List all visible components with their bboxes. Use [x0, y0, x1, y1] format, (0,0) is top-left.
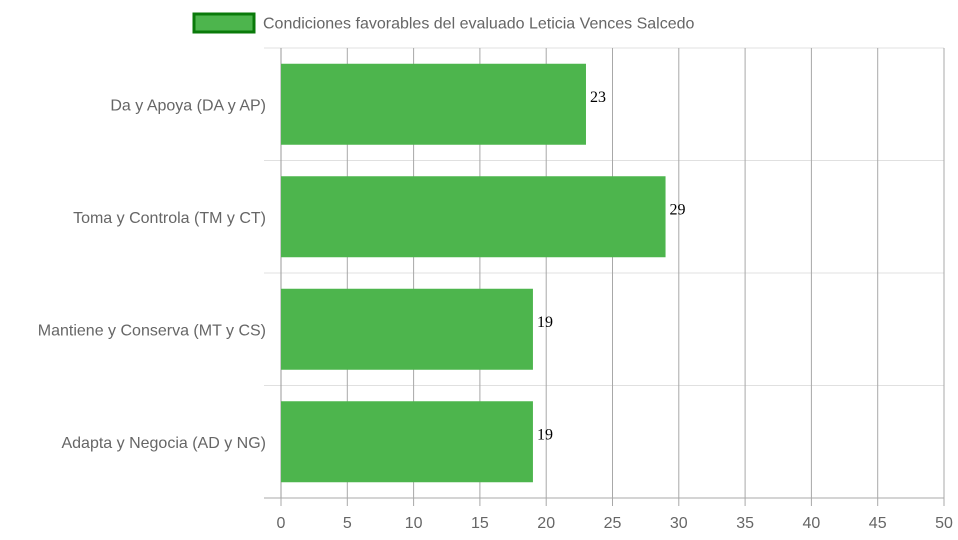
category-label: Mantiene y Conserva (MT y CS) — [38, 322, 266, 339]
x-tick-label: 30 — [670, 515, 688, 532]
legend-swatch — [192, 12, 256, 34]
data-label: 23 — [590, 89, 606, 106]
category-label: Adapta y Negocia (AD y NG) — [61, 435, 266, 452]
x-tick-label: 50 — [935, 515, 953, 532]
category-label: Da y Apoya (DA y AP) — [110, 97, 266, 114]
bar[interactable] — [281, 176, 666, 258]
data-label: 19 — [537, 426, 553, 443]
legend[interactable]: Condiciones favorables del evaluado Leti… — [192, 12, 695, 34]
data-label: 29 — [670, 201, 686, 218]
x-tick-label: 35 — [736, 515, 754, 532]
bar[interactable] — [281, 401, 533, 483]
bars — [281, 63, 666, 483]
x-tick-label: 25 — [604, 515, 622, 532]
x-tick-label: 20 — [537, 515, 555, 532]
data-label: 19 — [537, 314, 553, 331]
bar[interactable] — [281, 288, 533, 370]
legend-label: Condiciones favorables del evaluado Leti… — [263, 16, 695, 33]
x-tick-label: 10 — [405, 515, 423, 532]
x-tick-label: 5 — [343, 515, 352, 532]
x-tick-label: 40 — [803, 515, 821, 532]
labels: Da y Apoya (DA y AP) 23 Toma y Controla (T… — [38, 89, 686, 452]
x-tick-label: 15 — [471, 515, 489, 532]
bar[interactable] — [281, 63, 586, 145]
x-tick-label: 0 — [277, 515, 286, 532]
category-label: Toma y Controla (TM y CT) — [73, 210, 266, 227]
x-tick-label: 45 — [869, 515, 887, 532]
